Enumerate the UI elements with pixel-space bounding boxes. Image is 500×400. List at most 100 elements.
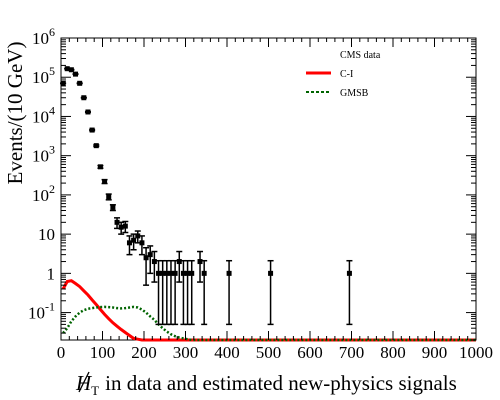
x-axis-label: in data and estimated new-physics signal… [105,371,457,395]
data-point [346,259,353,326]
data-point [122,220,129,234]
legend: CMS data C-I GMSB [306,50,381,99]
data-point [167,259,174,326]
data-marker [110,204,116,210]
series-line-gmsb [62,305,476,342]
data-marker [85,109,91,115]
data-marker [168,270,174,276]
data-point [180,259,187,326]
data-point [97,164,104,170]
x-axis-title: HTin data and estimated new-physics sign… [75,371,457,398]
data-marker [77,80,83,86]
data-marker [126,240,132,246]
x-axis-symbol-slash [78,371,90,393]
data-marker [68,67,74,73]
y-tick-label: 10 [38,225,55,244]
data-marker [164,270,170,276]
data-marker [122,223,128,229]
x-tick-label: 100 [90,343,116,362]
data-marker [102,178,108,184]
legend-label-cms-data: CMS data [340,50,381,61]
legend-label-c-i: C-I [340,69,353,80]
data-marker [97,164,103,170]
data-point [138,235,145,256]
data-point [159,259,166,326]
x-axis-subscript: T [91,383,99,398]
data-point [197,250,204,283]
x-tick-label: 300 [173,343,199,362]
data-marker [147,252,153,258]
y-tick-label: 104 [32,103,55,126]
data-point [188,259,195,326]
data-point [126,235,133,256]
data-marker [226,270,232,276]
data-marker [156,270,162,276]
data-point [76,80,83,86]
y-tick-label: 10-1 [28,300,55,323]
data-marker [106,194,112,200]
data-point [72,71,79,77]
series-line-c-i [61,279,476,342]
data-point [226,259,233,326]
data-point [267,259,274,326]
data-point [68,67,75,73]
data-marker [139,240,145,246]
data-marker [73,71,79,77]
data-point [89,127,96,133]
data-marker [131,237,137,243]
data-point [101,178,108,185]
plot-frame [60,37,477,341]
svg-text:HTin data and estimated new-ph: HTin data and estimated new-physics sign… [75,371,457,398]
data-marker [172,270,178,276]
data-marker [89,127,95,133]
x-tick-label: 600 [297,343,323,362]
data-point [201,259,208,326]
data-marker [185,270,191,276]
data-point [105,193,112,201]
data-point [147,245,154,275]
y-tick-label: 106 [32,25,55,48]
data-marker [346,270,352,276]
data-marker [118,224,124,230]
data-marker [114,219,120,225]
data-marker [143,255,149,261]
data-marker [93,143,99,149]
y-axis-title: Events/(10 GeV) [3,42,27,185]
data-point [155,259,162,326]
y-tick-label: 1 [47,264,56,283]
y-tick-label: 103 [32,143,55,166]
x-tick-label: 900 [422,343,448,362]
data-point [176,250,183,283]
data-marker [176,259,182,265]
data-point [109,204,116,212]
data-marker [197,259,203,265]
legend-label-gmsb: GMSB [340,88,369,99]
x-tick-label: 400 [214,343,240,362]
data-point [118,221,125,235]
data-point [80,95,87,101]
data-marker [180,270,186,276]
x-tick-label: 500 [256,343,282,362]
x-tick-label: 200 [131,343,157,362]
x-tick-label: 800 [380,343,406,362]
data-point [184,259,191,326]
data-marker [64,66,70,72]
data-marker [81,95,87,101]
data-marker [189,270,195,276]
data-marker [160,270,166,276]
data-point [163,259,170,326]
data-point [143,246,150,286]
x-tick-label: 700 [339,343,365,362]
data-marker [151,259,157,265]
data-marker [135,233,141,239]
data-point [84,109,91,115]
data-point [151,250,158,283]
x-tick-label: 0 [57,343,66,362]
data-marker [268,270,274,276]
y-tick-label: 102 [32,182,55,205]
data-marker [201,270,207,276]
y-tick-label: 105 [32,64,55,87]
x-tick-label: 1000 [459,343,493,362]
data-point [93,143,100,149]
